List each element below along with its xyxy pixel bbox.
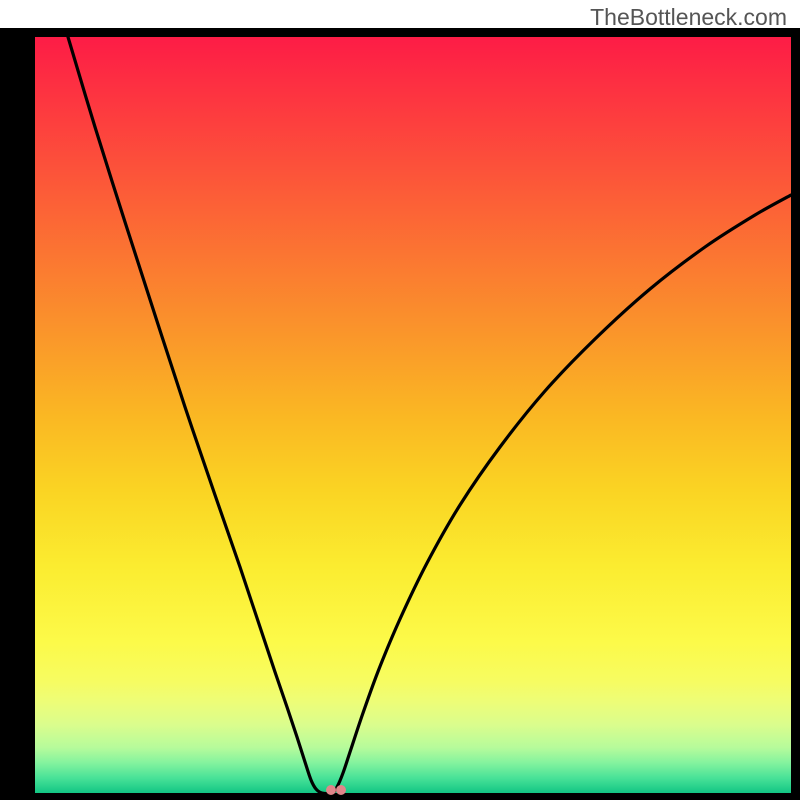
- chart-frame: [0, 28, 800, 800]
- performance-curve: [35, 37, 791, 793]
- optimal-marker: [326, 785, 346, 795]
- watermark-text: TheBottleneck.com: [590, 4, 787, 31]
- plot-area: [35, 37, 791, 793]
- optimal-marker-dot: [336, 785, 346, 795]
- optimal-marker-dot: [326, 785, 336, 795]
